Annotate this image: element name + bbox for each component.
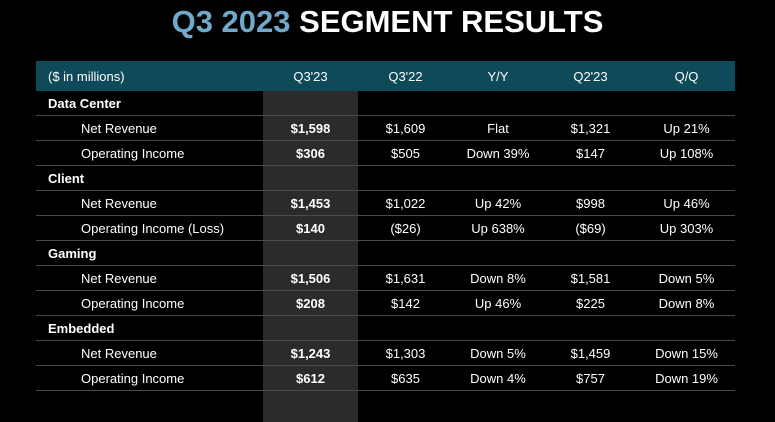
- segment-row: Data Center: [36, 91, 735, 116]
- cell-qq: Down 8%: [658, 295, 715, 311]
- cell-q2-23: $1,321: [570, 120, 611, 136]
- segment-row: Embedded: [36, 316, 735, 341]
- header-cell: ($ in millions): [48, 68, 125, 84]
- header-cell: Q3'22: [388, 68, 423, 84]
- cell-q3-22: $142: [391, 295, 420, 311]
- table-row: Net Revenue $1,453 $1,022 Up 42% $998 Up…: [36, 191, 735, 216]
- cell-q3-22: $1,631: [385, 270, 426, 286]
- cell-yy: Up 638%: [471, 220, 525, 236]
- cell-q3-22: $1,609: [385, 120, 426, 136]
- cell-q2-23: $998: [576, 195, 605, 211]
- metric-label: Net Revenue: [81, 195, 157, 211]
- segment-results-table: ($ in millions) Q3'23 Q3'22 Y/Y Q2'23 Q/…: [36, 61, 735, 422]
- cell-q3-23: $1,598: [290, 120, 331, 136]
- cell-yy: Up 46%: [474, 295, 522, 311]
- table-row: Operating Income $208 $142 Up 46% $225 D…: [36, 291, 735, 316]
- cell-q3-23: $140: [296, 220, 325, 236]
- cell-q3-22: $635: [391, 370, 420, 386]
- title-rest: SEGMENT RESULTS: [299, 4, 604, 39]
- cell-yy: Flat: [487, 120, 509, 136]
- table-row: Operating Income $612 $635 Down 4% $757 …: [36, 366, 735, 391]
- cell-qq: Up 21%: [663, 120, 710, 136]
- segment-name: Embedded: [48, 320, 115, 336]
- segment-row: Gaming: [36, 241, 735, 266]
- cell-yy: Down 5%: [470, 345, 526, 361]
- cell-q3-23: $306: [296, 145, 325, 161]
- table-row: Net Revenue $1,243 $1,303 Down 5% $1,459…: [36, 341, 735, 366]
- cell-q2-23: $1,459: [570, 345, 611, 361]
- cell-qq: Down 5%: [658, 270, 715, 286]
- cell-q3-23: $1,506: [290, 270, 331, 286]
- cell-q2-23: $757: [576, 370, 605, 386]
- header-cell: Q/Q: [674, 68, 699, 84]
- metric-label: Operating Income: [81, 145, 185, 161]
- metric-label: Net Revenue: [81, 120, 157, 136]
- cell-q2-23: ($69): [575, 220, 606, 236]
- cell-yy: Down 8%: [470, 270, 526, 286]
- current-quarter-highlight: [263, 91, 358, 422]
- table-header-row: ($ in millions) Q3'23 Q3'22 Y/Y Q2'23 Q/…: [36, 61, 735, 91]
- cell-q2-23: $225: [576, 295, 605, 311]
- cell-q2-23: $1,581: [570, 270, 611, 286]
- cell-q3-23: $1,243: [290, 345, 331, 361]
- metric-label: Net Revenue: [81, 345, 157, 361]
- header-cell: Y/Y: [487, 68, 509, 84]
- cell-qq: Down 19%: [655, 370, 718, 386]
- cell-q3-22: $505: [391, 145, 420, 161]
- cell-q3-23: $612: [296, 370, 325, 386]
- cell-qq: Down 15%: [655, 345, 718, 361]
- cell-q3-22: $1,303: [385, 345, 426, 361]
- cell-q3-22: $1,022: [385, 195, 426, 211]
- title-accent: Q3 2023: [171, 4, 291, 39]
- cell-q3-22: ($26): [390, 220, 421, 236]
- cell-yy: Up 42%: [474, 195, 522, 211]
- table-row: Net Revenue $1,598 $1,609 Flat $1,321 Up…: [36, 116, 735, 141]
- cell-q3-23: $1,453: [290, 195, 331, 211]
- header-cell: Q2'23: [573, 68, 608, 84]
- page-title: Q3 2023 SEGMENT RESULTS: [0, 2, 775, 42]
- cell-q3-23: $208: [296, 295, 325, 311]
- segment-row: Client: [36, 166, 735, 191]
- segment-name: Client: [48, 170, 85, 186]
- cell-qq: Up 108%: [659, 145, 714, 161]
- table-row: Net Revenue $1,506 $1,631 Down 8% $1,581…: [36, 266, 735, 291]
- segment-name: Data Center: [48, 95, 121, 111]
- cell-qq: Up 46%: [663, 195, 710, 211]
- table-row: Operating Income $306 $505 Down 39% $147…: [36, 141, 735, 166]
- table-row: Operating Income (Loss) $140 ($26) Up 63…: [36, 216, 735, 241]
- metric-label: Net Revenue: [81, 270, 157, 286]
- metric-label: Operating Income: [81, 370, 185, 386]
- header-cell: Q3'23: [293, 68, 328, 84]
- metric-label: Operating Income (Loss): [81, 220, 225, 236]
- cell-yy: Down 39%: [466, 145, 530, 161]
- cell-yy: Down 4%: [470, 370, 526, 386]
- cell-qq: Up 303%: [659, 220, 714, 236]
- metric-label: Operating Income: [81, 295, 185, 311]
- cell-q2-23: $147: [576, 145, 605, 161]
- segment-name: Gaming: [48, 245, 97, 261]
